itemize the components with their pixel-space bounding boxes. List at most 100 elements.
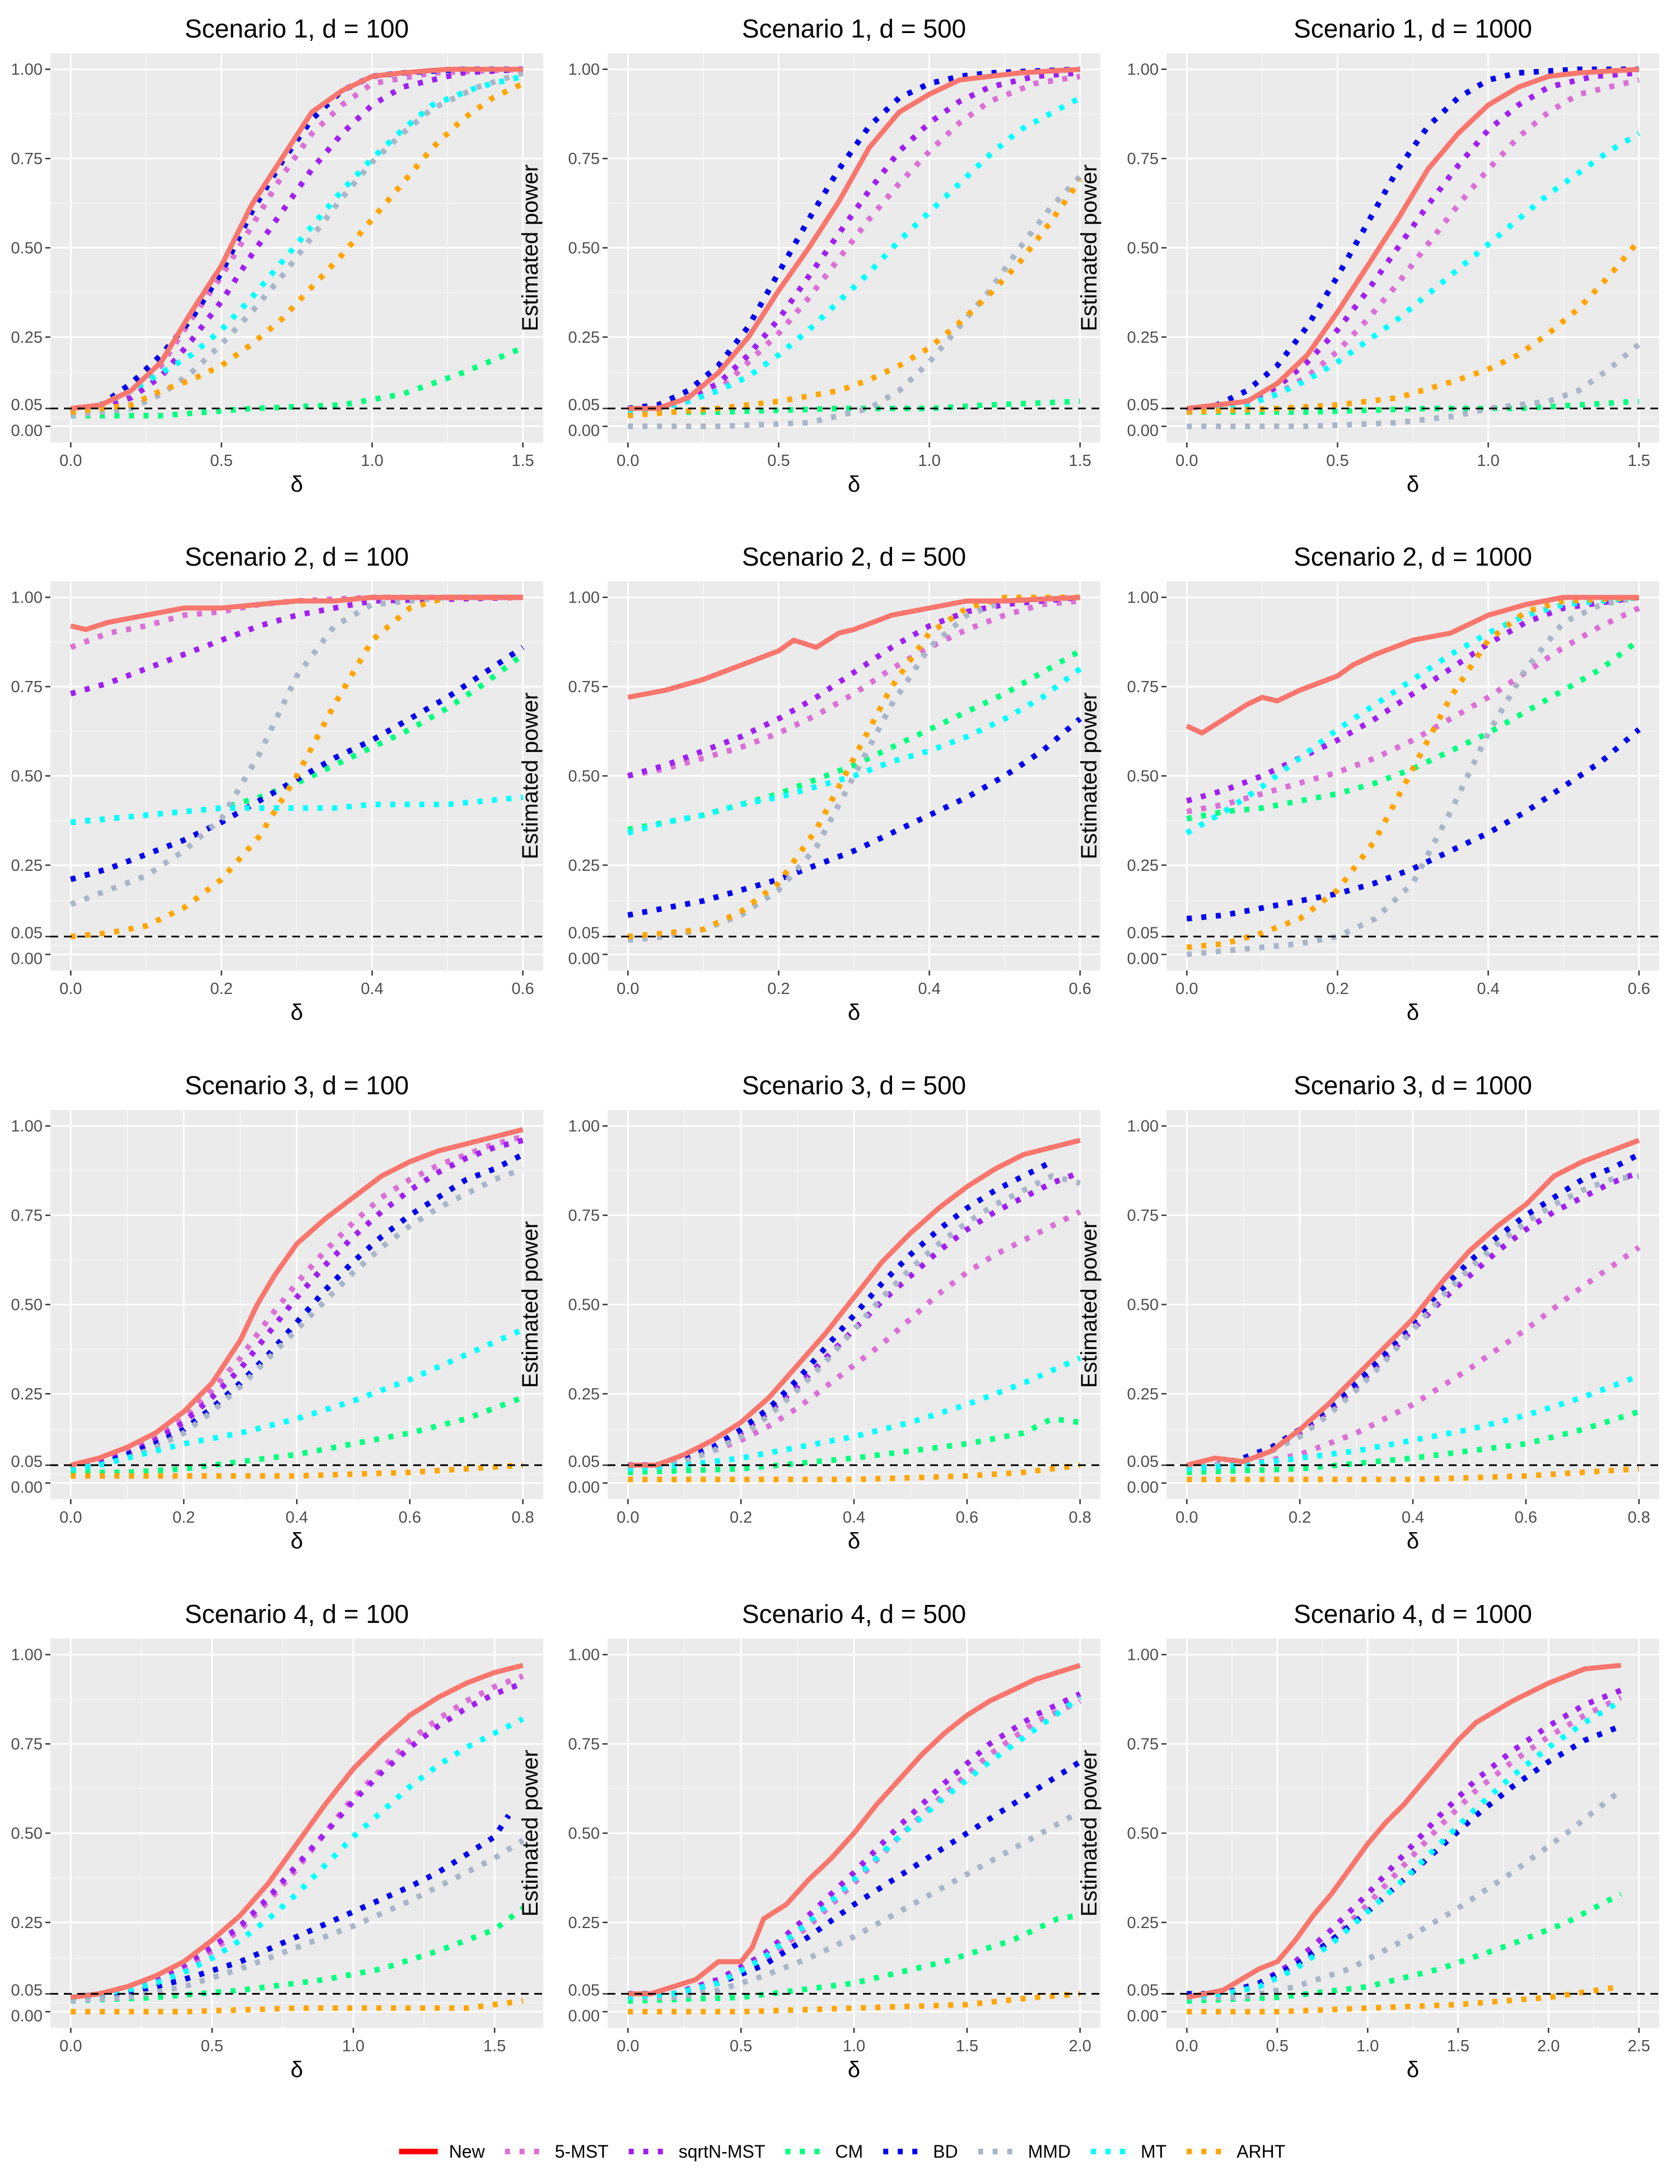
y-tick-label: 1.00 bbox=[568, 1118, 600, 1136]
legend-label-mt: MT bbox=[1141, 2141, 1166, 2162]
series-line-sqrtn-mst bbox=[70, 1137, 524, 1472]
y-tick-label: 0.00 bbox=[11, 1478, 43, 1496]
y-tick-label: 0.00 bbox=[568, 2007, 600, 2025]
chart-panel-1: 0.00 0.05 0.25 0.50 0.75 1.00 0.0 0.5 1.0 1.5 Scen… bbox=[11, 14, 543, 497]
chart-panel-10: 0.00 0.05 0.25 0.50 0.75 1.00 0.0 0.5 1.0 1.5 Scen… bbox=[11, 1599, 543, 2082]
y-tick-label: 0.75 bbox=[568, 678, 600, 696]
y-tick-label: 1.00 bbox=[1127, 589, 1159, 607]
y-tick-label: 0.25 bbox=[11, 1385, 43, 1403]
y-tick-label: 0.05 bbox=[568, 396, 600, 414]
x-axis-label: δ bbox=[291, 2057, 303, 2082]
y-tick-label: 0.00 bbox=[1127, 950, 1159, 968]
y-tick-label: 0.05 bbox=[568, 1981, 600, 1999]
series-line-bd bbox=[69, 645, 525, 883]
y-axis-label: Estimated power bbox=[518, 165, 543, 332]
y-tick-label: 0.50 bbox=[568, 1296, 600, 1314]
y-tick-label: 0.25 bbox=[1127, 857, 1159, 875]
y-tick-label: 0.05 bbox=[1127, 396, 1159, 414]
y-tick-label: 0.75 bbox=[1127, 678, 1159, 696]
legend-label-mmd: MMD bbox=[1028, 2141, 1071, 2162]
y-tick-label: 0.75 bbox=[1127, 1735, 1159, 1753]
y-tick-label: 0.25 bbox=[1127, 1385, 1159, 1403]
y-tick-label: 0.25 bbox=[1127, 1914, 1159, 1932]
y-tick-label: 1.00 bbox=[1127, 61, 1159, 79]
x-tick-label: 0.2 bbox=[767, 980, 790, 998]
x-axis-label: δ bbox=[291, 472, 303, 497]
y-tick-label: 0.05 bbox=[11, 396, 43, 414]
y-tick-label: 0.00 bbox=[568, 422, 600, 440]
y-tick-label: 0.50 bbox=[568, 240, 600, 258]
legend-item-mmd: MMD bbox=[978, 2141, 1071, 2162]
x-tick-label: 0.6 bbox=[1069, 980, 1091, 998]
y-tick-label: 0.00 bbox=[11, 2007, 43, 2025]
legend-label-new: New bbox=[449, 2141, 486, 2162]
x-axis-label: δ bbox=[1407, 1000, 1419, 1025]
y-tick-label: 0.25 bbox=[1127, 329, 1159, 347]
x-tick-label: 0.0 bbox=[1175, 1509, 1198, 1527]
series-line-cm bbox=[1186, 638, 1641, 822]
series-line-mmd bbox=[627, 1173, 1081, 1472]
x-tick-label: 0.5 bbox=[210, 452, 232, 470]
y-tick-label: 0.75 bbox=[568, 1207, 600, 1225]
x-tick-label: 0.0 bbox=[59, 452, 82, 470]
y-tick-label: 0.75 bbox=[568, 1735, 600, 1753]
y-tick-label: 0.00 bbox=[568, 950, 600, 968]
chart-panel-12: 0.00 0.05 0.25 0.50 0.75 1.00 0.0 0.5 1.0 1.5 2.0 2… bbox=[1077, 1599, 1659, 2082]
x-axis-label: δ bbox=[291, 1529, 303, 1553]
x-tick-label: 0.0 bbox=[59, 980, 82, 998]
x-tick-label: 0.4 bbox=[843, 1509, 865, 1527]
chart-panel-2: 0.00 0.05 0.25 0.50 0.75 1.00 0.0 0.5 1.0 1.5 Scen… bbox=[518, 14, 1100, 497]
x-tick-label: 0.5 bbox=[200, 2037, 223, 2055]
chart-panel-5: 0.00 0.05 0.25 0.50 0.75 1.00 0.0 0.2 0.4 0.6 Scen… bbox=[518, 542, 1100, 1025]
series-line-mt bbox=[627, 666, 1082, 836]
series-line-mmd bbox=[70, 70, 524, 419]
x-tick-label: 1.0 bbox=[1356, 2037, 1379, 2055]
series-line-new bbox=[1186, 1137, 1640, 1468]
x-axis-label: δ bbox=[1407, 1529, 1419, 1553]
series-line-cm bbox=[628, 1912, 1081, 2004]
series-line-cm bbox=[71, 1906, 525, 2004]
series-line-mmd bbox=[628, 1809, 1082, 2000]
y-tick-label: 0.05 bbox=[11, 924, 43, 942]
x-tick-label: 0.5 bbox=[1266, 2037, 1289, 2055]
series-line-new bbox=[628, 1663, 1081, 1996]
y-tick-label: 0.50 bbox=[11, 1296, 43, 1314]
legend-item-cm: CM bbox=[785, 2141, 863, 2162]
x-tick-label: 0.0 bbox=[59, 1509, 82, 1527]
legend-item-new: New bbox=[399, 2141, 486, 2162]
y-axis-label: Estimated power bbox=[518, 1750, 543, 1917]
chart-panel-9: 0.00 0.05 0.25 0.50 0.75 1.00 0.0 0.2 0.4 0.6 0.8 S… bbox=[1077, 1071, 1659, 1553]
y-tick-label: 1.00 bbox=[11, 589, 43, 607]
x-tick-label: 0.4 bbox=[918, 980, 940, 998]
y-tick-label: 1.00 bbox=[568, 1646, 600, 1664]
x-tick-label: 1.0 bbox=[843, 2037, 865, 2055]
series-line-mt bbox=[627, 95, 1082, 415]
y-tick-label: 0.00 bbox=[11, 422, 43, 440]
x-tick-label: 0.8 bbox=[1069, 1509, 1091, 1527]
x-tick-label: 0.8 bbox=[512, 1509, 534, 1527]
series-line-mt bbox=[1186, 131, 1641, 415]
legend-item-5-mst: 5-MST bbox=[505, 2141, 609, 2162]
y-tick-label: 0.75 bbox=[1127, 150, 1159, 168]
y-tick-label: 0.00 bbox=[1127, 1478, 1159, 1496]
x-tick-label: 0.2 bbox=[1326, 980, 1348, 998]
x-tick-label: 2.5 bbox=[1628, 2037, 1650, 2055]
series-line-bd bbox=[627, 716, 1082, 918]
y-tick-label: 0.75 bbox=[11, 678, 43, 696]
x-tick-label: 0.5 bbox=[1326, 452, 1348, 470]
x-tick-label: 1.5 bbox=[1447, 2037, 1469, 2055]
y-tick-label: 0.75 bbox=[11, 1735, 43, 1753]
chart-title: Scenario 3, d = 100 bbox=[185, 1071, 409, 1100]
series-line-mmd bbox=[69, 594, 523, 907]
x-tick-label: 1.5 bbox=[483, 2037, 506, 2055]
chart-title: Scenario 2, d = 100 bbox=[185, 542, 409, 571]
x-tick-label: 1.0 bbox=[342, 2037, 365, 2055]
series-line-mt bbox=[70, 73, 524, 415]
series-line-cm bbox=[71, 345, 524, 419]
x-tick-label: 0.2 bbox=[210, 980, 232, 998]
x-tick-label: 0.6 bbox=[399, 1509, 421, 1527]
y-tick-label: 0.05 bbox=[1127, 924, 1159, 942]
series-line-mmd bbox=[70, 1838, 525, 2004]
x-tick-label: 0.4 bbox=[286, 1509, 308, 1527]
y-axis-label: Estimated power bbox=[1077, 1750, 1102, 1917]
